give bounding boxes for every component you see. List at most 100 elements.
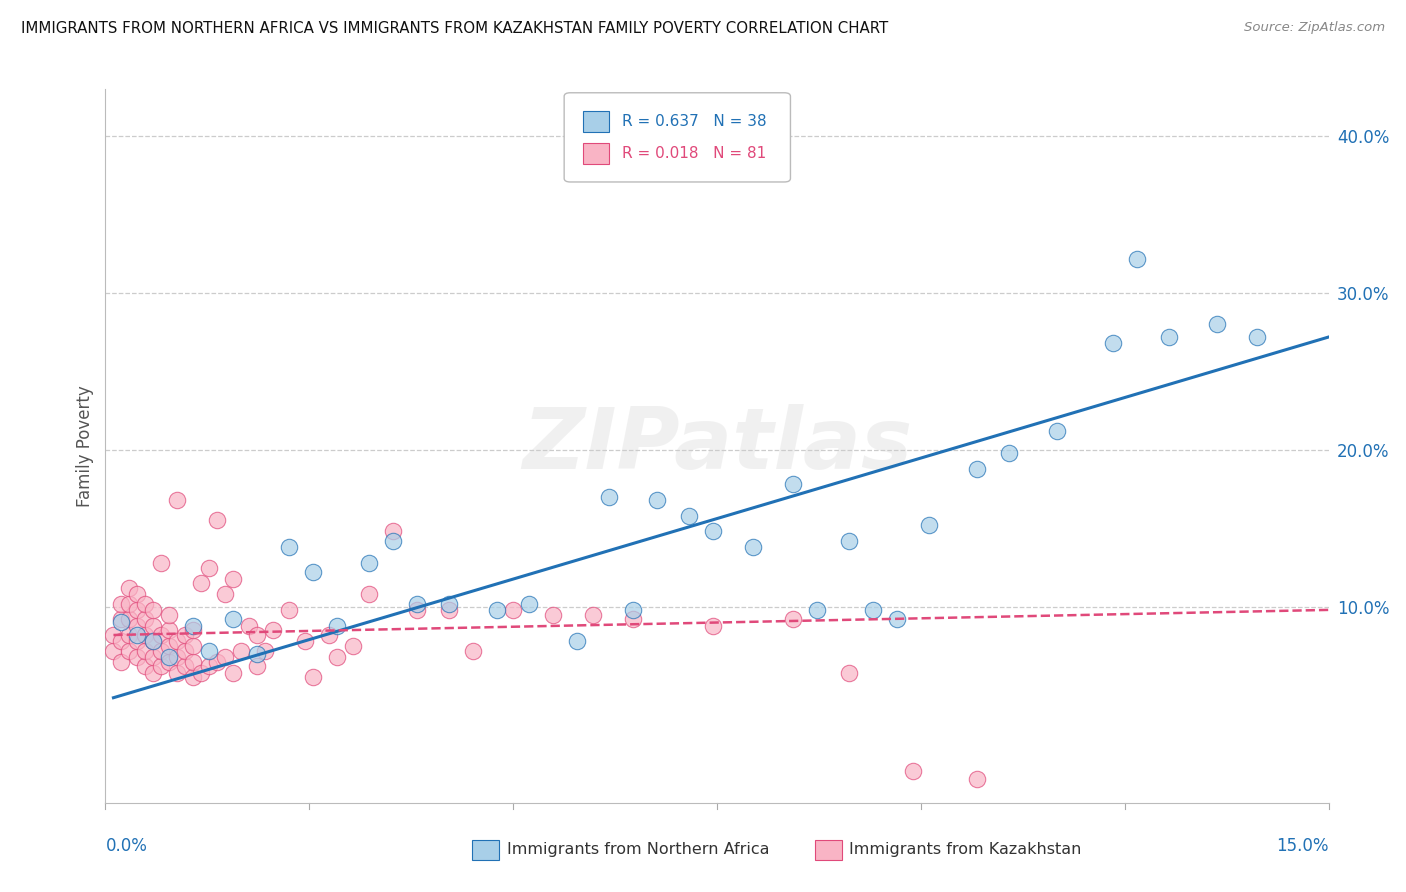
- Point: [382, 524, 405, 539]
- Point: [214, 587, 236, 601]
- Point: [901, 764, 924, 779]
- Text: Source: ZipAtlas.com: Source: ZipAtlas.com: [1244, 21, 1385, 35]
- Text: Immigrants from Kazakhstan: Immigrants from Kazakhstan: [849, 842, 1081, 857]
- Point: [621, 612, 644, 626]
- Point: [157, 607, 180, 622]
- Point: [326, 649, 349, 664]
- Point: [966, 461, 988, 475]
- Point: [127, 587, 149, 601]
- Point: [326, 618, 349, 632]
- Point: [645, 493, 668, 508]
- Point: [406, 597, 429, 611]
- Point: [246, 659, 269, 673]
- Text: IMMIGRANTS FROM NORTHERN AFRICA VS IMMIGRANTS FROM KAZAKHSTAN FAMILY POVERTY COR: IMMIGRANTS FROM NORTHERN AFRICA VS IMMIG…: [21, 21, 889, 37]
- Point: [382, 533, 405, 548]
- Point: [150, 643, 173, 657]
- Point: [517, 597, 540, 611]
- Point: [150, 628, 173, 642]
- Point: [183, 618, 205, 632]
- Point: [127, 618, 149, 632]
- Point: [886, 612, 908, 626]
- Point: [806, 603, 828, 617]
- Point: [127, 603, 149, 617]
- Bar: [815, 840, 842, 860]
- Text: 0.0%: 0.0%: [105, 837, 148, 855]
- Point: [214, 649, 236, 664]
- Point: [134, 597, 156, 611]
- Point: [246, 647, 269, 661]
- Point: [110, 612, 132, 626]
- Point: [110, 597, 132, 611]
- Point: [127, 649, 149, 664]
- Point: [157, 649, 180, 664]
- Point: [582, 607, 605, 622]
- Point: [110, 634, 132, 648]
- Point: [318, 628, 340, 642]
- Point: [198, 643, 221, 657]
- Point: [127, 634, 149, 648]
- Point: [190, 665, 212, 680]
- Point: [166, 493, 188, 508]
- Point: [678, 508, 700, 523]
- Point: [302, 566, 325, 580]
- Point: [246, 628, 269, 642]
- Point: [166, 649, 188, 664]
- Point: [222, 572, 245, 586]
- Point: [222, 665, 245, 680]
- Point: [103, 643, 125, 657]
- Point: [838, 533, 860, 548]
- Point: [134, 612, 156, 626]
- Point: [541, 607, 564, 622]
- Point: [302, 670, 325, 684]
- Point: [157, 624, 180, 638]
- Point: [142, 634, 165, 648]
- Point: [486, 603, 509, 617]
- Point: [183, 655, 205, 669]
- FancyBboxPatch shape: [564, 93, 790, 182]
- Point: [127, 628, 149, 642]
- Point: [621, 603, 644, 617]
- Point: [190, 576, 212, 591]
- Point: [254, 643, 277, 657]
- Point: [918, 518, 941, 533]
- Point: [110, 655, 132, 669]
- Point: [278, 540, 301, 554]
- Point: [207, 514, 229, 528]
- Point: [222, 612, 245, 626]
- Point: [142, 649, 165, 664]
- Y-axis label: Family Poverty: Family Poverty: [76, 385, 94, 507]
- Point: [183, 670, 205, 684]
- Point: [1101, 336, 1123, 351]
- Text: Immigrants from Northern Africa: Immigrants from Northern Africa: [506, 842, 769, 857]
- Point: [118, 643, 141, 657]
- Point: [110, 615, 132, 630]
- Text: ZIPatlas: ZIPatlas: [522, 404, 912, 488]
- Point: [238, 618, 260, 632]
- Point: [134, 628, 156, 642]
- Point: [598, 490, 620, 504]
- Point: [157, 655, 180, 669]
- Point: [174, 628, 197, 642]
- Point: [118, 581, 141, 595]
- Point: [966, 772, 988, 787]
- Point: [174, 659, 197, 673]
- Point: [294, 634, 316, 648]
- Point: [166, 665, 188, 680]
- Point: [742, 540, 765, 554]
- Point: [998, 446, 1021, 460]
- Point: [118, 628, 141, 642]
- Point: [134, 643, 156, 657]
- Point: [463, 643, 485, 657]
- Point: [439, 603, 461, 617]
- Point: [278, 603, 301, 617]
- Point: [198, 659, 221, 673]
- Point: [142, 618, 165, 632]
- Point: [702, 618, 724, 632]
- Point: [157, 639, 180, 653]
- Point: [782, 477, 804, 491]
- Point: [1205, 318, 1227, 332]
- Point: [502, 603, 524, 617]
- Text: R = 0.018   N = 81: R = 0.018 N = 81: [621, 146, 766, 161]
- Point: [231, 643, 253, 657]
- Point: [342, 639, 364, 653]
